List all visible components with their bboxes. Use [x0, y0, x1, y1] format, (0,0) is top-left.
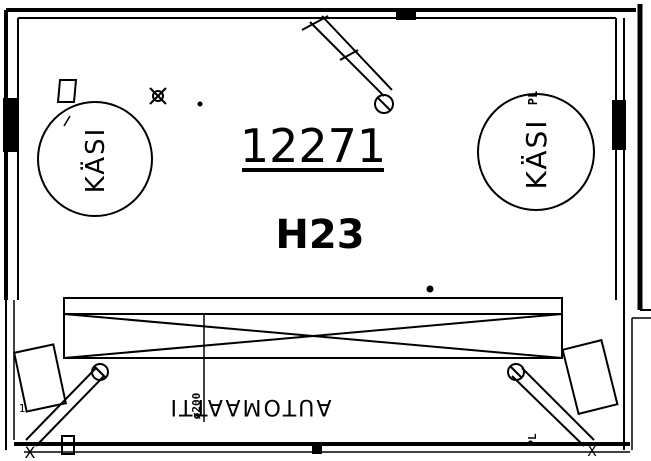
left-circle — [37, 101, 153, 217]
right-swing-arm — [507, 338, 619, 447]
wall-right-block — [612, 100, 626, 150]
trapezoid-symbol — [56, 79, 78, 103]
automat-outer — [63, 297, 563, 359]
accent-tick — [63, 115, 71, 127]
right-circle — [477, 93, 595, 211]
wall-top-block — [396, 12, 416, 20]
right-circle-area: KÄSI PL — [477, 91, 595, 211]
dot-mark — [197, 101, 203, 107]
room-code: H23 — [275, 212, 364, 258]
corner-mark-left: X — [25, 443, 36, 461]
wall-left-block — [3, 98, 17, 152]
left-floor-box — [61, 435, 75, 455]
right-circle-label: KÄSI — [520, 118, 553, 189]
left-circle-area: KÄSI — [37, 101, 153, 217]
valve-symbol — [149, 87, 167, 105]
right-cabinet — [561, 338, 619, 416]
left-swing-arm — [13, 343, 109, 455]
automat-label: AUTOMAATTI — [169, 394, 332, 419]
left-circle-label: KÄSI — [79, 127, 111, 194]
right-circle-tag: PL — [526, 91, 540, 105]
left-cabinet — [13, 343, 67, 413]
automat-unit — [63, 285, 563, 422]
wall-bottom-block — [312, 446, 322, 454]
tag-bottom-left: 1 — [19, 402, 26, 415]
room-walls — [3, 4, 651, 454]
corner-mark-right: X — [587, 444, 597, 460]
automat-dot — [426, 285, 434, 293]
tag-bottom-right: PL — [526, 433, 539, 447]
top-diagonal-rail — [301, 15, 394, 114]
room-number: 12271 — [240, 119, 386, 173]
automat-size-tag: ø200 — [190, 393, 203, 420]
small-symbols — [56, 79, 203, 127]
